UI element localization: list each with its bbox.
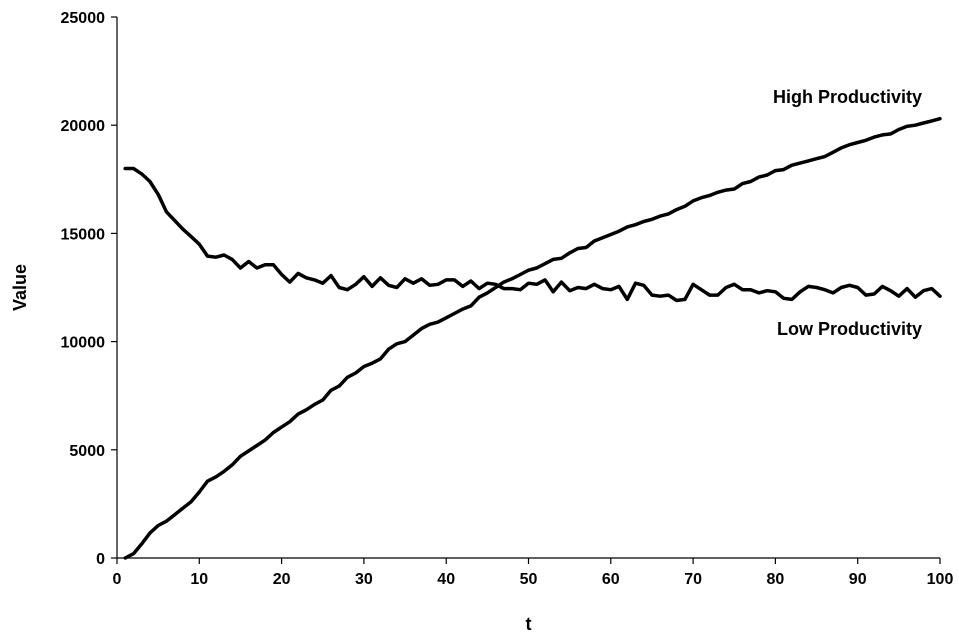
y-tick-label: 20000 (61, 118, 106, 135)
x-tick-label: 40 (437, 571, 455, 588)
y-axis-title: Value (10, 264, 30, 311)
x-tick-label: 100 (927, 571, 954, 588)
series-line-high-productivity (123, 116, 942, 560)
x-tick-label: 80 (767, 571, 785, 588)
series-line-low-productivity (123, 166, 942, 303)
x-axis-title: t (526, 614, 532, 634)
x-tick-label: 90 (849, 571, 867, 588)
series-lines (123, 116, 942, 560)
x-tick-label: 0 (113, 571, 122, 588)
y-tick-label: 0 (96, 551, 105, 568)
x-tick-label: 30 (355, 571, 373, 588)
y-tick-label: 10000 (61, 335, 106, 352)
x-tick-label: 20 (273, 571, 291, 588)
x-tick-label: 50 (520, 571, 538, 588)
series-label-low-productivity: Low Productivity (777, 319, 922, 339)
series-label-high-productivity: High Productivity (773, 87, 922, 107)
y-tick-label: 25000 (61, 10, 106, 27)
x-axis-ticks: 0 10 20 30 40 50 60 70 80 90 100 (113, 558, 954, 588)
x-tick-label: 60 (602, 571, 620, 588)
x-tick-label: 70 (684, 571, 702, 588)
y-tick-label: 15000 (61, 226, 106, 243)
x-tick-label: 10 (190, 571, 208, 588)
y-axis-ticks: 0 5000 10000 15000 20000 25000 (61, 10, 117, 568)
y-tick-label: 5000 (69, 443, 105, 460)
